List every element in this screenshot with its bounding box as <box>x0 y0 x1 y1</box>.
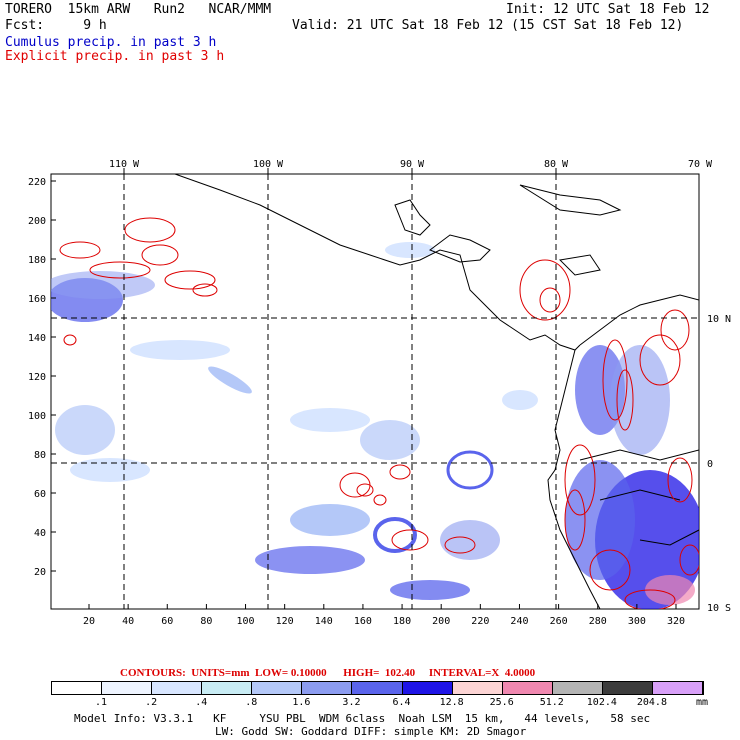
colorbar-label: .8 <box>245 697 258 708</box>
colorbar-swatch <box>102 682 153 694</box>
cumulus-legend: Cumulus precip. in past 3 h <box>5 35 217 50</box>
init-time: Init: 12 UTC Sat 18 Feb 12 <box>506 2 710 17</box>
x-tick-label: 240 <box>510 616 528 627</box>
y-tick-label: 60 <box>34 489 46 500</box>
y-tick-label: 200 <box>28 216 46 227</box>
contours-info: CONTOURS: UNITS=mm LOW= 0.10000 HIGH= 10… <box>120 667 535 679</box>
lat-label: 10 N <box>707 314 731 325</box>
x-tick-label: 40 <box>122 616 134 627</box>
x-tick-label: 100 <box>237 616 255 627</box>
lon-label: 70 W <box>688 159 713 170</box>
coastlines <box>174 174 699 609</box>
explicit-precip-contours <box>59 217 699 609</box>
colorbar-swatch <box>152 682 203 694</box>
y-tick-label: 80 <box>34 450 46 461</box>
colorbar-swatch <box>452 682 503 694</box>
y-tick-label: 20 <box>34 567 46 578</box>
x-tick-label: 60 <box>161 616 173 627</box>
colorbar-swatch <box>252 682 303 694</box>
lon-label: 110 W <box>109 159 140 170</box>
x-tick-label: 260 <box>550 616 568 627</box>
colorbar-label: 204.8 <box>636 697 667 708</box>
colorbar-label: 102.4 <box>586 697 617 708</box>
colorbar-label: .2 <box>145 697 158 708</box>
colorbar-swatch <box>502 682 553 694</box>
x-tick-label: 140 <box>315 616 333 627</box>
lon-label: 80 W <box>544 159 569 170</box>
colorbar-swatch <box>52 682 103 694</box>
y-tick-label: 120 <box>28 372 46 383</box>
x-tick-label: 220 <box>471 616 489 627</box>
axis-ticks <box>51 168 677 609</box>
colorbar-swatch <box>402 682 453 694</box>
colorbar-label: 12.8 <box>439 697 464 708</box>
colorbar-label: .4 <box>195 697 208 708</box>
forecast-hour: Fcst: 9 h <box>5 18 107 33</box>
colorbar-label: 25.6 <box>489 697 514 708</box>
lon-label: 90 W <box>400 159 425 170</box>
contours-low: CONTOURS: UNITS=mm LOW= 0.10000 <box>120 667 327 679</box>
colorbar-label: .1 <box>95 697 108 708</box>
x-tick-label: 20 <box>83 616 95 627</box>
colorbar-unit: mm <box>695 697 709 708</box>
cumulus-precip-shading <box>51 242 699 609</box>
y-tick-label: 100 <box>28 411 46 422</box>
colorbar-swatch <box>202 682 253 694</box>
lon-label: 100 W <box>253 159 284 170</box>
colorbar-label: 3.2 <box>342 697 361 708</box>
y-tick-label: 220 <box>28 177 46 188</box>
lat-label: 0 <box>707 459 713 470</box>
model-info: Model Info: V3.3.1 KF YSU PBL WDM 6class… <box>74 712 651 725</box>
valid-time: Valid: 21 UTC Sat 18 Feb 12 (15 CST Sat … <box>292 18 684 33</box>
colorbar-swatch <box>652 682 704 694</box>
colorbar <box>51 681 704 695</box>
x-tick-label: 200 <box>432 616 450 627</box>
y-tick-label: 40 <box>34 528 46 539</box>
colorbar-label: 51.2 <box>539 697 564 708</box>
x-tick-label: 180 <box>393 616 411 627</box>
y-tick-label: 160 <box>28 294 46 305</box>
graticule <box>51 174 699 609</box>
colorbar-label: 6.4 <box>392 697 411 708</box>
contours-interval: INTERVAL=X 4.0000 <box>428 667 536 679</box>
physics-info: LW: Godd SW: Goddard DIFF: simple KM: 2D… <box>215 725 527 738</box>
x-tick-label: 320 <box>667 616 685 627</box>
x-tick-label: 160 <box>354 616 372 627</box>
colorbar-label: 1.6 <box>292 697 311 708</box>
y-tick-label: 140 <box>28 333 46 344</box>
x-tick-label: 120 <box>276 616 294 627</box>
x-tick-label: 80 <box>200 616 212 627</box>
colorbar-swatch <box>602 682 653 694</box>
y-tick-label: 180 <box>28 255 46 266</box>
explicit-legend: Explicit precip. in past 3 h <box>5 49 225 64</box>
x-tick-label: 300 <box>628 616 646 627</box>
colorbar-swatch <box>352 682 403 694</box>
colorbar-swatch <box>302 682 353 694</box>
model-title: TORERO 15km ARW Run2 NCAR/MMM <box>5 2 272 17</box>
lat-label: 10 S <box>707 603 731 614</box>
x-tick-label: 280 <box>589 616 607 627</box>
colorbar-swatch <box>552 682 603 694</box>
contours-high: HIGH= 102.40 <box>343 667 416 679</box>
